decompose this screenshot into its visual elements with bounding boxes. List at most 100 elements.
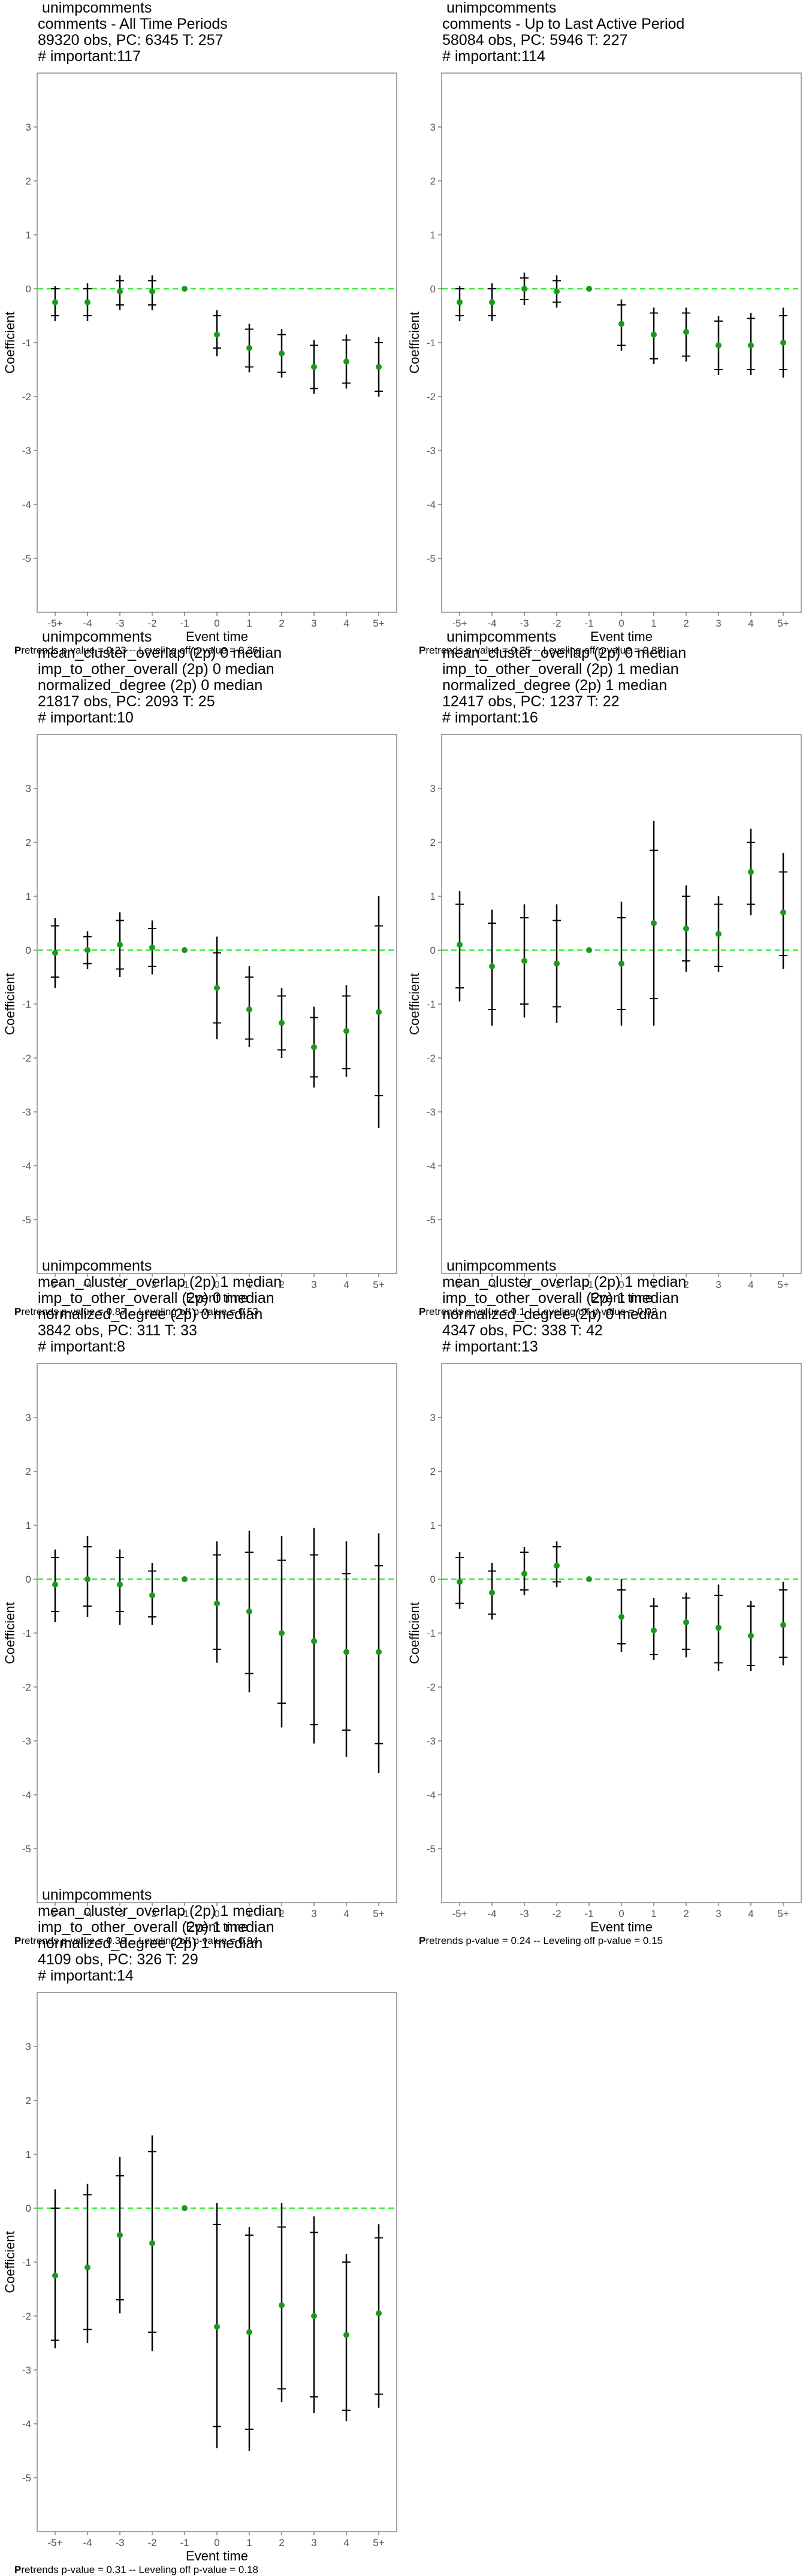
footer-text: retrends p-value = 0.24 -- Leveling off … — [425, 1935, 663, 1946]
y-tick-label: 0 — [430, 283, 436, 295]
point-estimate — [214, 1600, 220, 1607]
y-tick-label: -5 — [22, 553, 31, 564]
title-line: mean_cluster_overlap (2p) 1 median — [442, 1274, 687, 1290]
x-tick-label: -5+ — [47, 1908, 62, 1919]
x-axis-label: Event time — [590, 1290, 653, 1305]
footer-text: retrends p-value = 0.87 -- Leveling off … — [21, 1306, 259, 1317]
y-tick-label: 0 — [26, 945, 31, 956]
y-tick-label: -4 — [427, 1789, 436, 1801]
x-axis-label: Event time — [186, 1290, 248, 1305]
x-tick-label: 4 — [343, 1908, 349, 1919]
point-estimate — [651, 331, 657, 338]
y-axis-label: Coefficient — [2, 2231, 17, 2293]
x-tick-label: -2 — [147, 2537, 156, 2548]
x-tick-label: 2 — [683, 618, 689, 629]
title-line: imp_to_other_overall (2p) 0 median — [38, 1290, 274, 1307]
x-tick-label: 4 — [343, 618, 349, 629]
title-line: unimpcomments — [442, 1257, 557, 1274]
chart-title: unimpcomments comments - Up to Last Activ… — [442, 0, 684, 65]
point-estimate — [311, 1638, 317, 1644]
title-line: # important:8 — [38, 1338, 125, 1355]
title-line: imp_to_other_overall (2p) 1 median — [442, 661, 679, 678]
x-tick-label: 1 — [651, 1908, 656, 1919]
y-tick-label: 1 — [26, 1520, 31, 1531]
x-tick-label: -3 — [115, 2537, 124, 2548]
point-estimate — [52, 2272, 58, 2279]
y-tick-label: -1 — [427, 1628, 436, 1639]
y-tick-label: 3 — [430, 122, 436, 133]
point-estimate — [618, 1614, 624, 1620]
point-estimate — [343, 1649, 349, 1655]
y-tick-label: -5 — [427, 553, 436, 564]
y-tick-label: -1 — [22, 337, 31, 349]
point-estimate — [554, 288, 560, 295]
point-estimate — [683, 1619, 689, 1625]
x-tick-label: -1 — [180, 618, 189, 629]
y-tick-label: 3 — [430, 1412, 436, 1423]
x-axis-label: Event time — [186, 629, 248, 644]
y-tick-label: -4 — [427, 499, 436, 510]
title-line: normalized_degree (2p) 0 median — [38, 677, 263, 694]
point-estimate — [182, 2205, 188, 2211]
point-estimate — [52, 299, 58, 306]
x-tick-label: -1 — [584, 1279, 593, 1290]
y-tick-label: -3 — [22, 445, 31, 456]
y-tick-label: -3 — [22, 1106, 31, 1118]
point-estimate — [84, 2264, 90, 2270]
chart-svg: 3 2 1 0 -1 -2 -3 -4 -5 -5+ -4 -3 -2 -1 0 1 2 3 4 5+ Event ti… — [2, 72, 397, 644]
chart-panel-4: unimpcomments mean_cluster_overlap (2p) 0… — [404, 629, 809, 1317]
pvalue-footer: Pretrends p-value = 0.23 -- Leveling off… — [14, 645, 258, 657]
point-estimate — [149, 2240, 155, 2247]
point-estimate — [683, 926, 689, 932]
point-estimate — [716, 342, 722, 349]
point-estimate — [343, 1028, 349, 1034]
x-axis-label: Event time — [590, 629, 653, 644]
point-estimate — [182, 1576, 188, 1582]
x-tick-label: -4 — [487, 618, 496, 629]
chart-svg: 3 2 1 0 -1 -2 -3 -4 -5 -5+ -4 -3 -2 -1 0 1 2 3 4 5+ Event ti… — [2, 1992, 397, 2563]
x-tick-label: 0 — [618, 1279, 624, 1290]
y-tick-label: 3 — [430, 783, 436, 794]
x-tick-label: -5+ — [47, 1279, 62, 1290]
x-tick-label: -3 — [115, 618, 124, 629]
title-line: mean_cluster_overlap (2p) 0 median — [442, 645, 687, 661]
x-tick-label: 2 — [279, 2537, 284, 2548]
x-tick-label: 3 — [716, 1908, 721, 1919]
x-tick-label: 4 — [343, 2537, 349, 2548]
y-tick-label: -2 — [427, 391, 436, 403]
chart-title: unimpcomments comments - All Time Periods… — [38, 0, 228, 65]
x-tick-label: 5+ — [777, 618, 789, 629]
chart-svg: 3 2 1 0 -1 -2 -3 -4 -5 -5+ -4 -3 -2 -1 0 1 2 3 4 5+ Event ti… — [407, 734, 802, 1305]
y-tick-label: -5 — [427, 1214, 436, 1226]
x-tick-label: 4 — [748, 1279, 753, 1290]
point-estimate — [554, 1562, 560, 1569]
point-estimate — [279, 1630, 285, 1636]
title-line: 21817 obs, PC: 2093 T: 25 — [38, 693, 215, 710]
y-tick-label: -4 — [22, 1789, 31, 1801]
point-estimate — [489, 963, 495, 969]
x-tick-label: -4 — [83, 2537, 92, 2548]
title-line: # important:16 — [442, 709, 538, 726]
y-tick-label: -1 — [427, 999, 436, 1010]
title-line: imp_to_other_overall (2p) 1 median — [442, 1290, 679, 1307]
y-tick-label: -5 — [427, 1843, 436, 1855]
title-line: unimpcomments — [38, 0, 152, 16]
chart-panel-6: unimpcomments mean_cluster_overlap (2p) 1… — [404, 1257, 809, 1946]
point-estimate — [586, 286, 592, 292]
point-estimate — [246, 345, 252, 351]
chart-panel-2: unimpcomments comments - Up to Last Activ… — [404, 0, 809, 656]
point-estimate — [84, 947, 90, 953]
x-tick-label: -3 — [520, 618, 529, 629]
point-estimate — [246, 1006, 252, 1012]
point-estimate — [311, 2313, 317, 2319]
footer-initial: P — [14, 2564, 22, 2575]
y-tick-label: -2 — [427, 1053, 436, 1064]
y-tick-label: 0 — [26, 2203, 31, 2214]
x-tick-label: -2 — [147, 618, 156, 629]
point-estimate — [651, 920, 657, 926]
point-estimate — [279, 1020, 285, 1026]
y-tick-label: -4 — [22, 2418, 31, 2430]
point-estimate — [376, 1009, 382, 1015]
y-tick-label: -2 — [22, 1682, 31, 1693]
point-estimate — [457, 299, 463, 306]
